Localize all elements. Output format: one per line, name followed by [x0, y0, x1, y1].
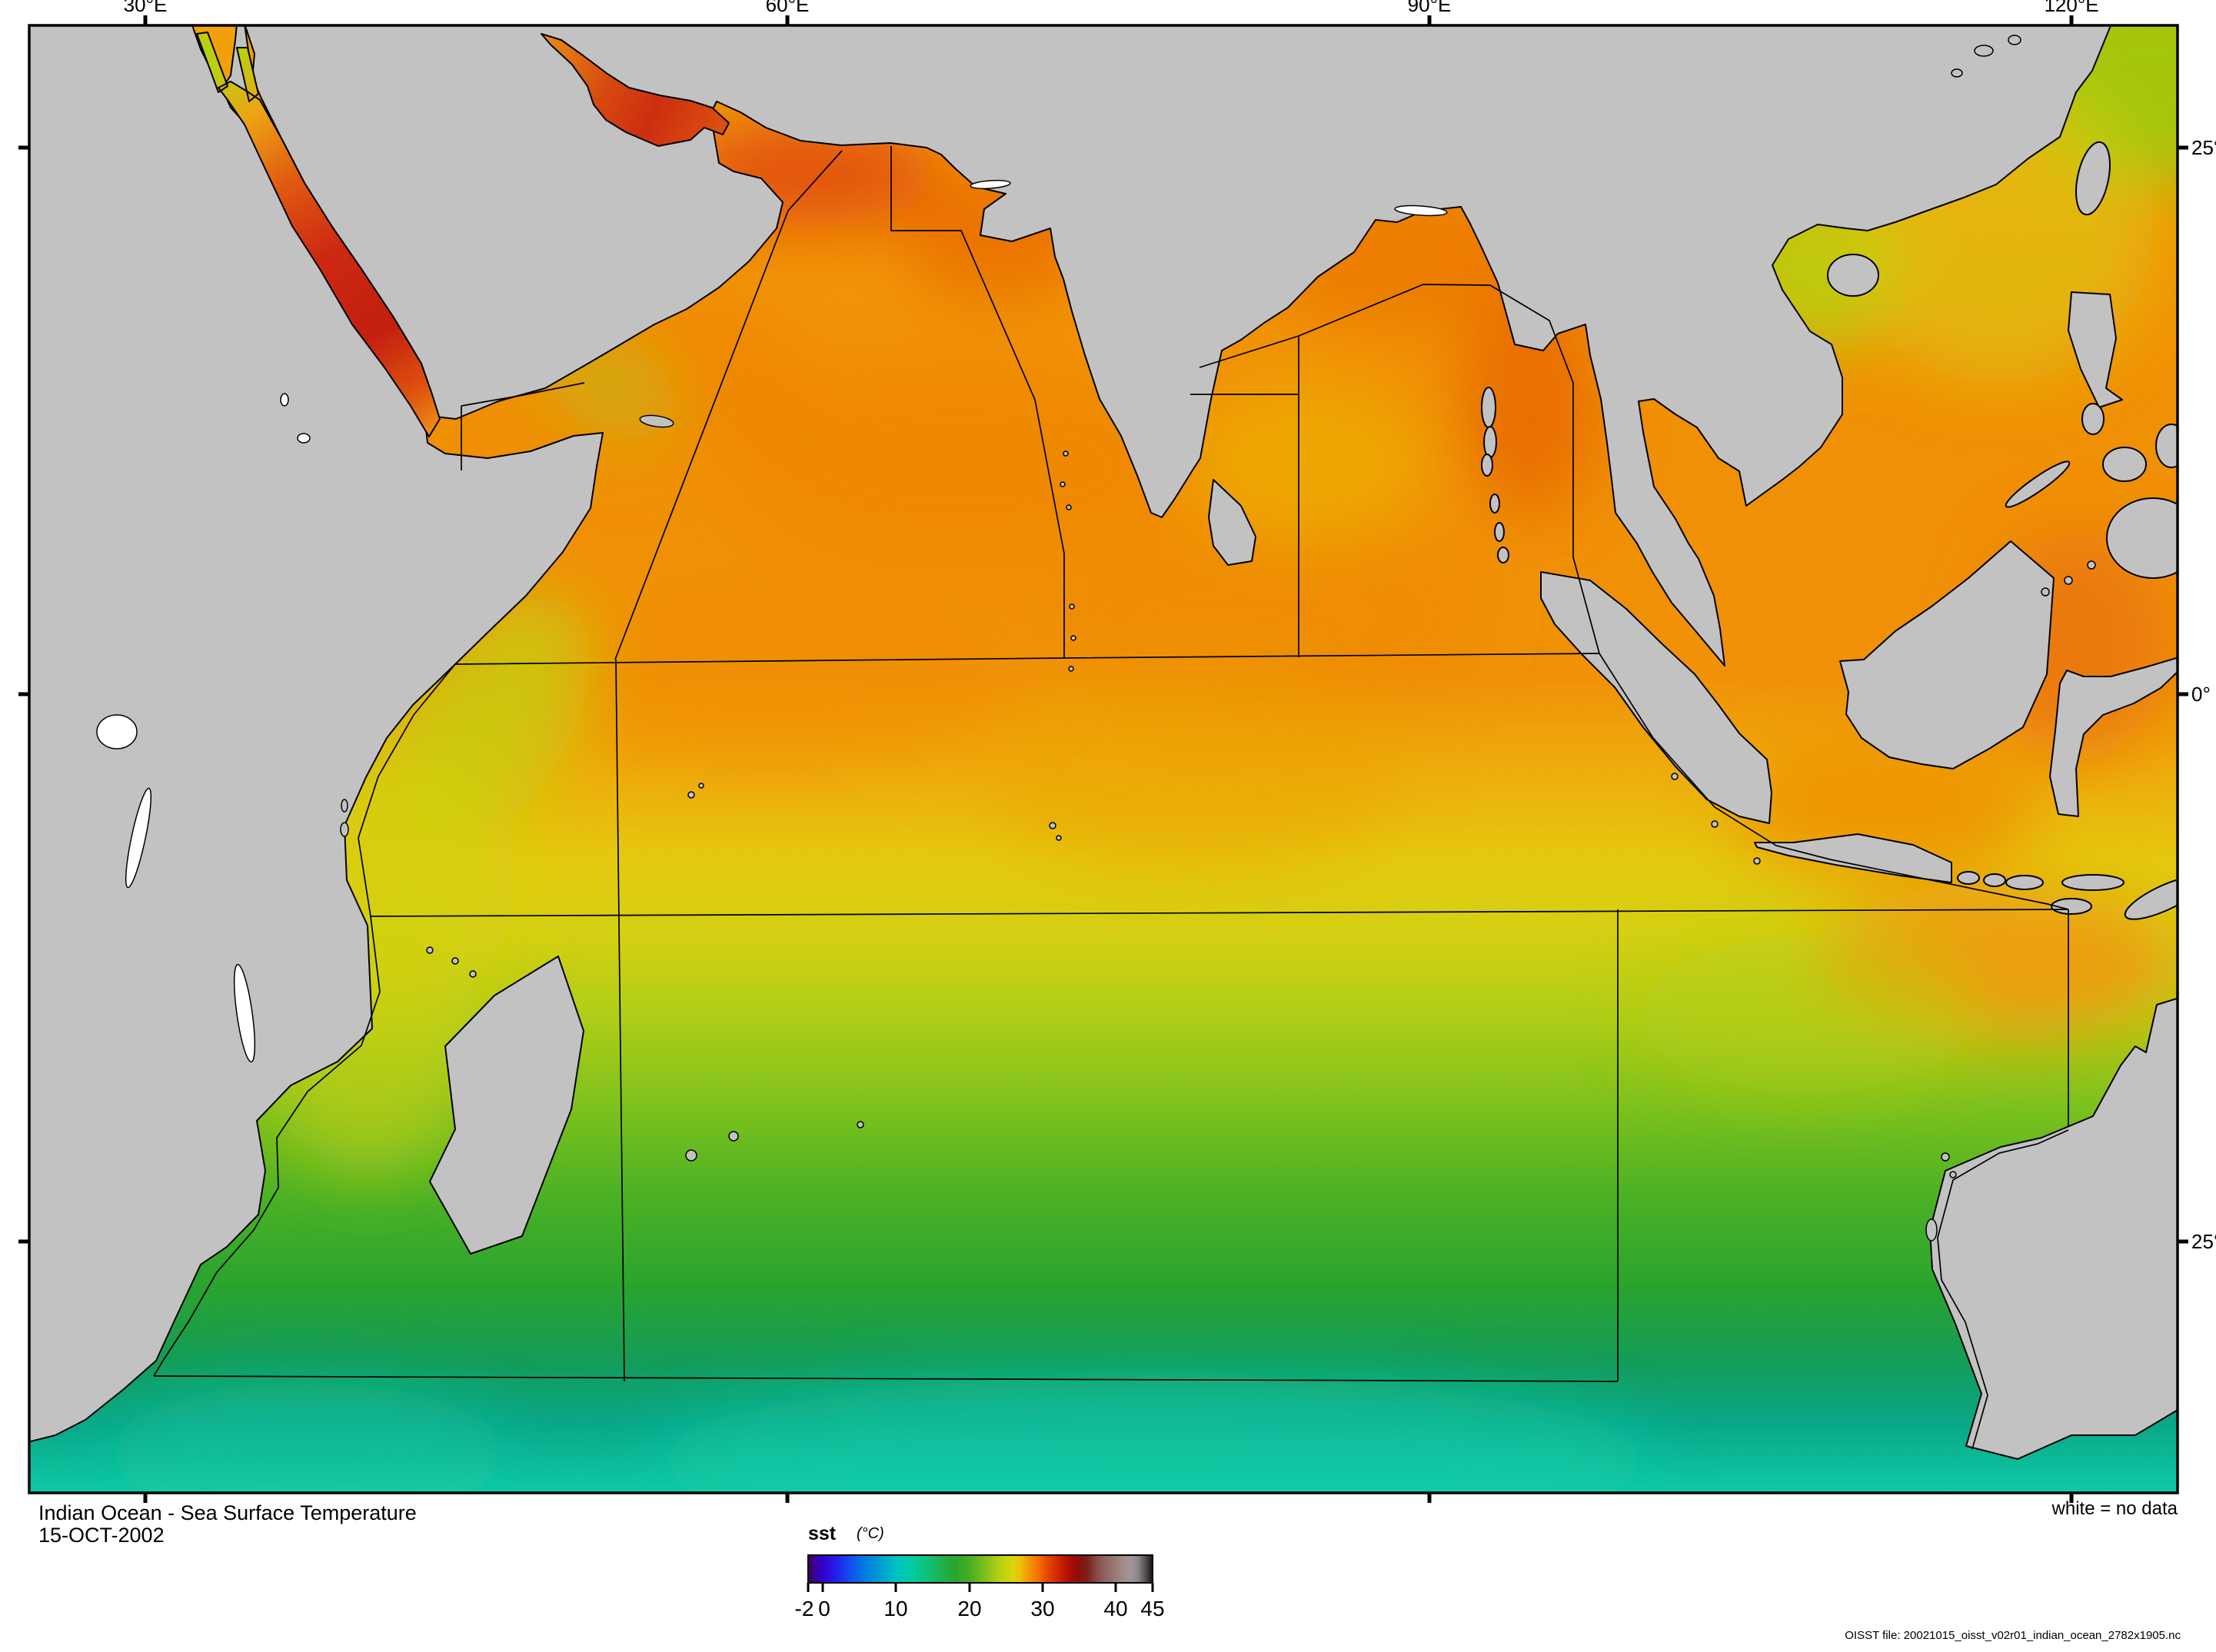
island-luzon — [2068, 291, 2123, 408]
colorbar-tick-labels: -2 0 10 20 30 40 45 — [795, 1597, 1165, 1620]
lake-malawi — [233, 963, 256, 1063]
land-asia — [244, 25, 2112, 666]
svg-text:30: 30 — [1030, 1597, 1054, 1620]
no-data-kutch — [970, 179, 1011, 190]
island-mindoro — [2081, 403, 2105, 435]
lon-label-120e: 120°E — [2044, 0, 2098, 16]
persian-gulf — [541, 33, 730, 147]
colorbar-units: (°C) — [857, 1525, 884, 1542]
lon-label-30e: 30°E — [124, 0, 168, 16]
svg-text:40: 40 — [1103, 1597, 1127, 1620]
colorbar-label: sst — [808, 1523, 837, 1544]
map-frame — [28, 24, 2179, 1494]
red-sea — [196, 32, 441, 437]
island-samar — [2155, 424, 2178, 468]
lon-label-90e: 90°E — [1408, 0, 1452, 16]
andaman-nicobar-islands — [1481, 387, 1509, 563]
lat-label-25n: 25° — [2191, 136, 2216, 159]
island-sumatra — [1540, 571, 1772, 824]
no-data-lakes — [96, 179, 1448, 1063]
map-title: Indian Ocean - Sea Surface Temperature — [38, 1501, 417, 1524]
map-area — [29, 25, 2178, 1493]
island-palawan — [2005, 460, 2071, 508]
island-visayas — [2102, 447, 2147, 482]
no-data-note: white = no data — [2051, 1498, 2178, 1519]
island-sulawesi — [2049, 656, 2178, 817]
island-madagascar — [429, 956, 584, 1255]
island-timor — [2124, 876, 2178, 920]
axis-labels: 30°E 60°E 90°E 120°E 25° 0° 25° — [124, 0, 2216, 1253]
svg-text:45: 45 — [1140, 1597, 1164, 1620]
lat-label-25s: 25° — [2191, 1230, 2216, 1253]
no-data-delta — [1394, 204, 1448, 217]
colorbar: sst (°C) -2 0 10 20 30 40 45 — [795, 1523, 1165, 1620]
svg-text:20: 20 — [957, 1597, 981, 1620]
enclosed-seas — [196, 32, 730, 437]
sst-field-blobs — [108, 25, 2178, 1493]
colorbar-ticks — [807, 1583, 1154, 1592]
svg-text:-2: -2 — [795, 1597, 814, 1620]
lake-tanganyika — [125, 787, 152, 889]
region-boundaries — [153, 146, 2069, 1450]
island-sri-lanka — [1208, 479, 1256, 566]
island-taiwan — [2075, 141, 2111, 216]
lake-victoria — [96, 714, 138, 750]
island-java — [1754, 833, 1952, 883]
lon-label-60e: 60°E — [766, 0, 810, 16]
svg-text:10: 10 — [883, 1597, 907, 1620]
colorbar-gradient — [807, 1554, 1153, 1584]
map-date: 15-OCT-2002 — [38, 1524, 165, 1547]
lat-label-0: 0° — [2191, 683, 2211, 706]
file-note: OISST file: 20021015_oisst_v02r01_indian… — [1845, 1629, 2181, 1642]
island-borneo — [1839, 540, 2055, 769]
island-mindanao — [2106, 497, 2178, 579]
island-hainan — [1827, 254, 1879, 297]
landmasses — [29, 25, 2178, 1460]
small-islands — [340, 35, 2096, 1241]
axis-ticks — [18, 15, 2188, 1503]
svg-text:0: 0 — [818, 1597, 830, 1620]
